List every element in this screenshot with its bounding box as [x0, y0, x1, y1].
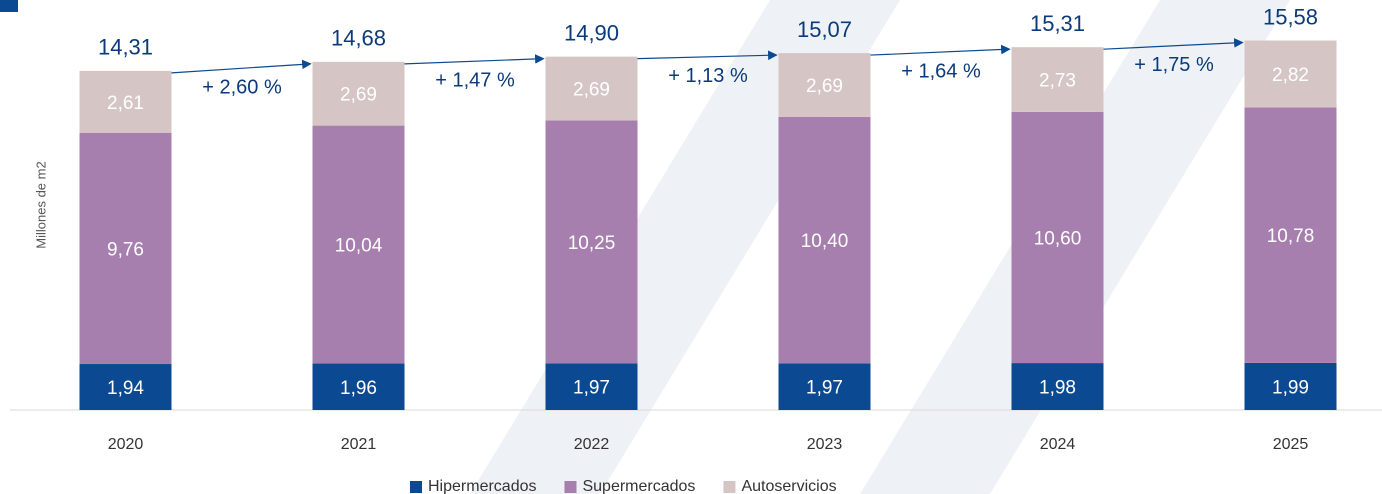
segment-label: 10,78	[1267, 226, 1315, 247]
bar-segment	[1244, 40, 1337, 108]
bar-segment	[79, 70, 172, 133]
segment-label: 10,25	[568, 233, 616, 254]
bar-segment	[1244, 362, 1337, 410]
segment-label: 2,82	[1272, 65, 1309, 86]
bar-segment	[312, 125, 405, 364]
segment-label: 10,60	[1034, 228, 1082, 249]
total-label: 15,58	[1263, 4, 1318, 29]
bar-segment	[1011, 47, 1104, 112]
growth-arrow	[171, 59, 312, 74]
bar-segment	[312, 61, 405, 126]
bar-segment	[1244, 107, 1337, 363]
bar-segment	[312, 363, 405, 410]
growth-arrow	[870, 44, 1011, 56]
total-label: 14,31	[98, 35, 153, 60]
legend-swatch	[410, 481, 422, 493]
bar-segment	[778, 53, 871, 117]
segment-label: 9,76	[107, 239, 144, 260]
growth-label: + 1,47 %	[435, 70, 515, 92]
segment-label: 1,94	[107, 378, 144, 399]
x-tick-label: 2020	[108, 436, 144, 453]
x-tick-label: 2021	[341, 436, 377, 453]
legend-label: Hipermercados	[428, 478, 536, 494]
growth-arrow	[404, 54, 545, 65]
segment-label: 1,99	[1272, 377, 1309, 398]
total-label: 15,31	[1030, 11, 1085, 36]
segment-label: 1,96	[340, 378, 377, 399]
segment-label: 10,40	[801, 231, 849, 252]
bar-segment	[545, 56, 638, 121]
legend-label: Supermercados	[582, 478, 695, 494]
x-tick-label: 2025	[1273, 436, 1309, 453]
y-axis-label: Millones de m2	[33, 161, 48, 248]
bar-segment	[79, 132, 172, 365]
total-label: 14,68	[331, 26, 386, 51]
total-label: 14,90	[564, 20, 619, 45]
growth-label: + 1,75 %	[1134, 54, 1214, 76]
bar-segment	[778, 116, 871, 364]
bar-segment	[545, 363, 638, 410]
bar-segment	[1011, 111, 1104, 364]
legend-swatch	[723, 481, 736, 493]
segment-label: 2,73	[1039, 71, 1076, 92]
bar-segment	[545, 120, 638, 364]
corner-mark	[0, 0, 18, 12]
x-tick-label: 2023	[807, 436, 843, 453]
x-tick-label: 2024	[1040, 436, 1076, 453]
segment-label: 2,69	[340, 85, 377, 106]
x-tick-label: 2022	[574, 436, 610, 453]
segment-label: 2,61	[107, 93, 144, 114]
growth-label: + 1,64 %	[901, 60, 981, 82]
bar-segment	[778, 363, 871, 410]
segment-label: 1,97	[806, 378, 843, 399]
growth-arrow	[1103, 38, 1244, 50]
growth-label: + 2,60 %	[202, 77, 282, 99]
bar-segment	[79, 364, 172, 410]
segment-label: 1,98	[1039, 378, 1076, 399]
segment-label: 1,97	[573, 378, 610, 399]
legend-swatch	[564, 481, 577, 493]
growth-arrow	[637, 50, 778, 61]
segment-label: 2,69	[573, 80, 610, 101]
total-label: 15,07	[797, 17, 852, 42]
segment-label: 10,04	[335, 236, 383, 257]
segment-label: 2,69	[806, 76, 843, 97]
bar-segment	[1011, 363, 1104, 410]
legend-label: Autoservicios	[741, 478, 836, 494]
growth-label: + 1,13 %	[668, 65, 748, 87]
